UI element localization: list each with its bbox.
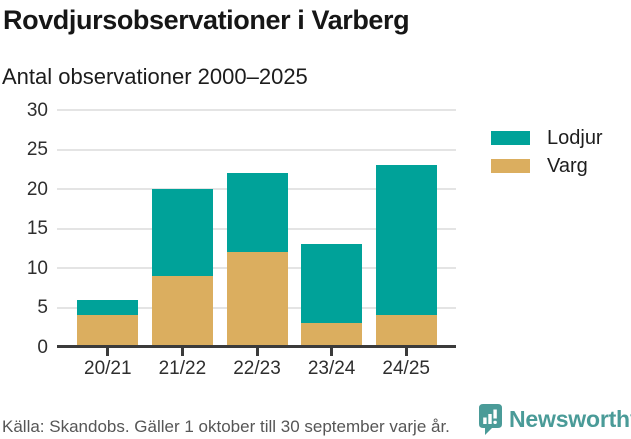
x-axis-line [57, 345, 456, 348]
y-axis: 0 5 10 15 20 25 30 [4, 100, 48, 358]
x-tick-label: 21/22 [158, 358, 207, 379]
legend-item-lodjur: Lodjur [491, 127, 603, 149]
bar-segment-varg [77, 315, 139, 347]
x-tick [255, 347, 259, 356]
chart-title: Rovdjursobservationer i Varberg [3, 5, 410, 35]
plot-area: 20/21 21/22 22/23 23/24 24/25 [57, 109, 456, 379]
chart-subtitle: Antal observationer 2000–2025 [2, 64, 308, 89]
x-tick-label: 23/24 [307, 358, 356, 379]
bar-segment-lodjur [151, 189, 213, 276]
x-tick-label: 20/21 [84, 358, 132, 379]
legend-swatch [491, 131, 530, 145]
legend-label: Lodjur [547, 126, 603, 149]
x-tick [330, 347, 334, 356]
newsworthy-wordmark: Newsworthy [509, 406, 631, 432]
bar-20-21 [77, 110, 139, 347]
bar-23-24 [301, 110, 363, 347]
bar-segment-lodjur [77, 299, 139, 316]
brand: Newsworthy [479, 404, 631, 435]
x-tick-label: 22/23 [233, 358, 281, 379]
bar-segment-lodjur [375, 165, 437, 316]
legend-item-varg: Varg [491, 155, 603, 177]
bar-21-22 [151, 110, 213, 347]
y-tick-label: 20 [26, 178, 48, 200]
x-tick [180, 347, 184, 356]
y-tick-label: 5 [37, 297, 48, 318]
bar-segment-varg [226, 252, 288, 347]
y-tick-label: 15 [26, 218, 48, 239]
legend: Lodjur Varg [491, 127, 603, 187]
gridline [57, 109, 456, 111]
bar-segment-lodjur [301, 244, 363, 324]
y-tick-label: 0 [37, 336, 48, 358]
bar-segment-varg [301, 323, 363, 347]
x-tick [106, 347, 110, 356]
newsworthy-logo-icon [479, 404, 502, 435]
y-tick-label: 30 [26, 99, 48, 121]
bar-segment-varg [375, 315, 437, 347]
gridline [57, 148, 456, 151]
x-tick-label: 24/25 [382, 358, 430, 379]
legend-label: Varg [547, 154, 588, 177]
x-tick [404, 347, 408, 356]
y-tick-label: 10 [26, 257, 48, 279]
bar-24-25 [375, 110, 437, 347]
legend-swatch [491, 159, 530, 173]
bar-22-23 [226, 110, 288, 347]
y-tick-label: 25 [26, 139, 48, 160]
bar-segment-lodjur [226, 173, 288, 253]
bar-segment-varg [151, 275, 213, 347]
source-note: Källa: Skandobs. Gäller 1 oktober till 3… [2, 417, 450, 436]
